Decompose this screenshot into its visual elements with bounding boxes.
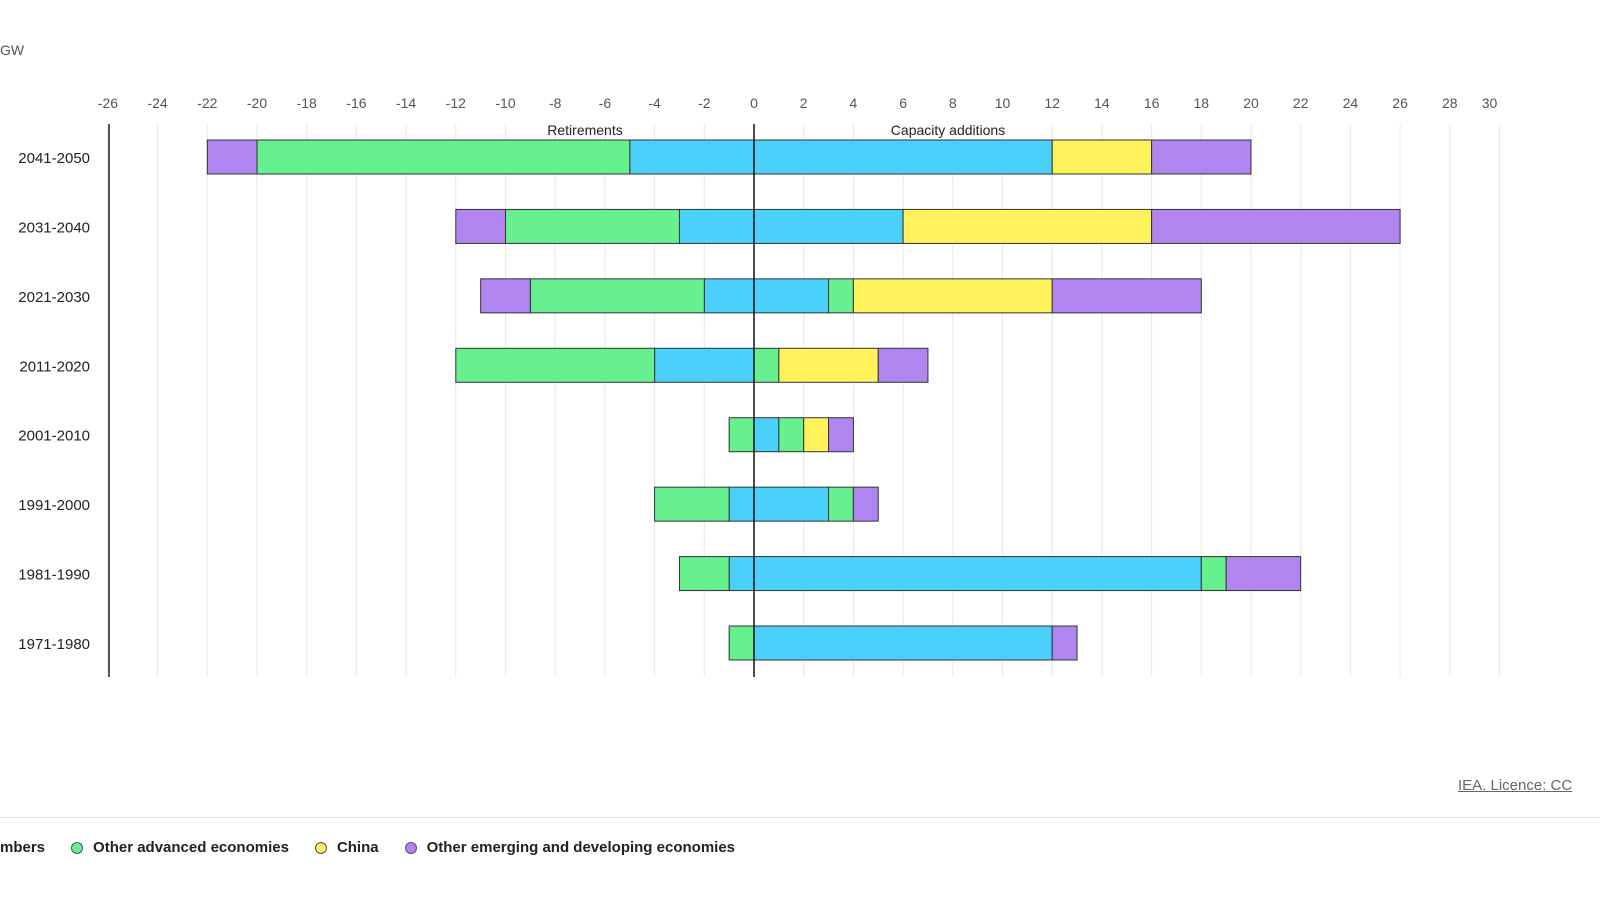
bar-addition xyxy=(753,208,904,244)
legend-item[interactable]: China xyxy=(314,839,379,856)
legend-item[interactable]: Other advanced economies xyxy=(71,839,289,856)
bar-addition xyxy=(1200,556,1227,592)
x-tick-label: 28 xyxy=(1442,95,1458,111)
licence-link[interactable]: IEA. Licence: CC xyxy=(1458,777,1573,794)
bar-addition xyxy=(753,625,1053,661)
legend-item[interactable]: mbers xyxy=(0,839,45,856)
bar-retirement xyxy=(728,486,755,522)
legend-dot-icon xyxy=(71,841,84,854)
bar-addition xyxy=(902,208,1153,244)
category-label: 2001-2010 xyxy=(18,428,90,445)
chart: -26 -24 -22 -20 -18 -16 -14 -12 -10 -8 -6 -4 -2 0 2 4 6 8… xyxy=(18,95,1500,677)
x-tick-label: 18 xyxy=(1194,95,1210,111)
category-label: 2011-2020 xyxy=(19,358,90,375)
x-tick-label: 26 xyxy=(1392,95,1408,111)
x-tick-label: 14 xyxy=(1094,95,1110,111)
legend-label: China xyxy=(336,839,379,856)
bar-addition xyxy=(877,347,929,383)
bar-addition xyxy=(753,556,1202,592)
bar-retirement xyxy=(728,417,755,453)
bar-retirement xyxy=(455,208,506,244)
x-tick-label: -10 xyxy=(495,95,515,111)
bar-retirement xyxy=(728,625,755,661)
bar-addition xyxy=(852,278,1053,314)
annotation-retirements: Retirements xyxy=(547,122,622,138)
bar-retirement xyxy=(728,556,755,592)
x-tick-label: 30 xyxy=(1482,95,1498,111)
category-label: 1971-1980 xyxy=(18,636,90,653)
x-tick-label: -12 xyxy=(446,95,466,111)
bar-addition xyxy=(828,278,854,314)
bar-addition xyxy=(778,417,805,453)
x-tick-label: -6 xyxy=(599,95,612,111)
x-tick-label: 6 xyxy=(899,95,907,111)
unit-label: GW xyxy=(0,42,25,58)
x-tick-label: -16 xyxy=(346,95,366,111)
legend-item[interactable]: Other emerging and developing economies xyxy=(404,839,736,856)
legend: mbers Other advanced economies China Other … xyxy=(0,839,735,856)
category-label: 1981-1990 xyxy=(18,567,90,584)
x-tick-label: -26 xyxy=(98,95,118,111)
bar-retirement xyxy=(206,139,258,175)
annotation-capacity-additions: Capacity additions xyxy=(891,122,1005,138)
bar-addition xyxy=(1051,139,1153,175)
x-tick-label: -14 xyxy=(396,95,416,111)
bar-retirement xyxy=(529,278,705,314)
bar-retirement xyxy=(678,208,755,244)
bar-addition xyxy=(828,417,854,453)
x-tick-label: 20 xyxy=(1243,95,1259,111)
x-tick-label: 12 xyxy=(1044,95,1060,111)
x-tick-label: 8 xyxy=(949,95,957,111)
bar-retirement xyxy=(654,347,755,383)
x-tick-label: 16 xyxy=(1144,95,1160,111)
bar-retirement xyxy=(455,347,656,383)
category-label: 1991-2000 xyxy=(18,497,90,514)
bar-addition xyxy=(828,486,854,522)
bar-addition xyxy=(1051,278,1202,314)
bar-addition xyxy=(1151,139,1252,175)
x-tick-label: 22 xyxy=(1293,95,1309,111)
legend-dot-icon xyxy=(404,841,417,854)
category-label: 2021-2030 xyxy=(18,289,90,306)
bar-addition xyxy=(778,347,879,383)
bar-addition xyxy=(1051,625,1078,661)
bar-retirement xyxy=(654,486,730,522)
x-tick-label: 2 xyxy=(800,95,808,111)
bar-retirement xyxy=(678,556,730,592)
bar-addition xyxy=(753,139,1053,175)
bar-addition xyxy=(1151,208,1401,244)
x-tick-label: -4 xyxy=(648,95,661,111)
x-tick-label: 10 xyxy=(995,95,1011,111)
bar-retirement xyxy=(505,208,680,244)
bar-addition xyxy=(852,486,879,522)
bar-retirement xyxy=(480,278,531,314)
x-tick-label: -22 xyxy=(197,95,217,111)
x-tick-label: 0 xyxy=(750,95,758,111)
x-tick-label: -2 xyxy=(698,95,711,111)
bar-addition xyxy=(753,486,830,522)
divider xyxy=(0,817,1600,818)
category-label: 2041-2050 xyxy=(18,150,90,167)
legend-dot-icon xyxy=(314,841,327,854)
x-tick-label: -18 xyxy=(297,95,317,111)
legend-label: Other emerging and developing economies xyxy=(426,839,736,856)
bar-retirement xyxy=(629,139,755,175)
bar-retirement xyxy=(256,139,631,175)
bar-addition xyxy=(803,417,830,453)
x-tick-label: -24 xyxy=(147,95,167,111)
bar-addition xyxy=(753,278,830,314)
x-tick-label: -8 xyxy=(549,95,562,111)
x-tick-label: -20 xyxy=(247,95,267,111)
legend-label: Other advanced economies xyxy=(93,839,289,856)
bar-addition xyxy=(1225,556,1302,592)
x-tick-label: 24 xyxy=(1343,95,1359,111)
category-label: 2031-2040 xyxy=(18,219,90,236)
bar-addition xyxy=(753,347,780,383)
legend-label: mbers xyxy=(0,839,46,856)
x-tick-label: 4 xyxy=(850,95,858,111)
bar-addition xyxy=(753,417,780,453)
bar-retirement xyxy=(703,278,755,314)
